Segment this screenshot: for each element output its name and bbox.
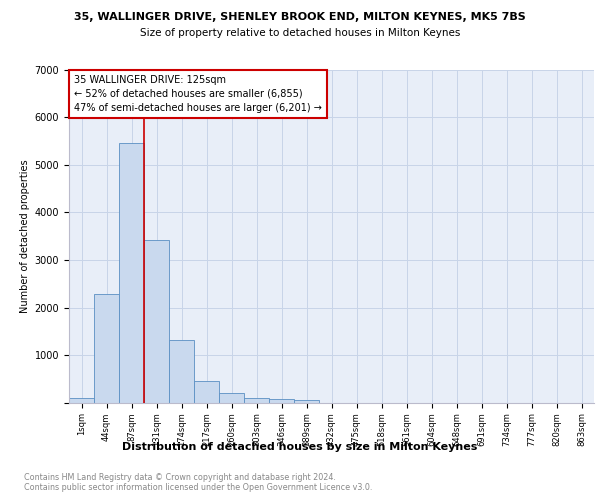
Bar — [269, 399, 294, 402]
Bar — [119, 143, 144, 403]
Bar — [244, 398, 269, 402]
Text: 35 WALLINGER DRIVE: 125sqm
← 52% of detached houses are smaller (6,855)
47% of s: 35 WALLINGER DRIVE: 125sqm ← 52% of deta… — [74, 75, 322, 113]
Text: Size of property relative to detached houses in Milton Keynes: Size of property relative to detached ho… — [140, 28, 460, 38]
Bar — [94, 294, 119, 403]
Text: 35, WALLINGER DRIVE, SHENLEY BROOK END, MILTON KEYNES, MK5 7BS: 35, WALLINGER DRIVE, SHENLEY BROOK END, … — [74, 12, 526, 22]
Bar — [69, 398, 94, 402]
Text: Distribution of detached houses by size in Milton Keynes: Distribution of detached houses by size … — [122, 442, 478, 452]
Bar — [169, 340, 194, 402]
Y-axis label: Number of detached properties: Number of detached properties — [20, 160, 31, 313]
Bar — [294, 400, 319, 402]
Bar — [219, 393, 244, 402]
Bar — [194, 380, 219, 402]
Text: Contains HM Land Registry data © Crown copyright and database right 2024.
Contai: Contains HM Land Registry data © Crown c… — [24, 472, 373, 492]
Bar — [144, 240, 169, 402]
